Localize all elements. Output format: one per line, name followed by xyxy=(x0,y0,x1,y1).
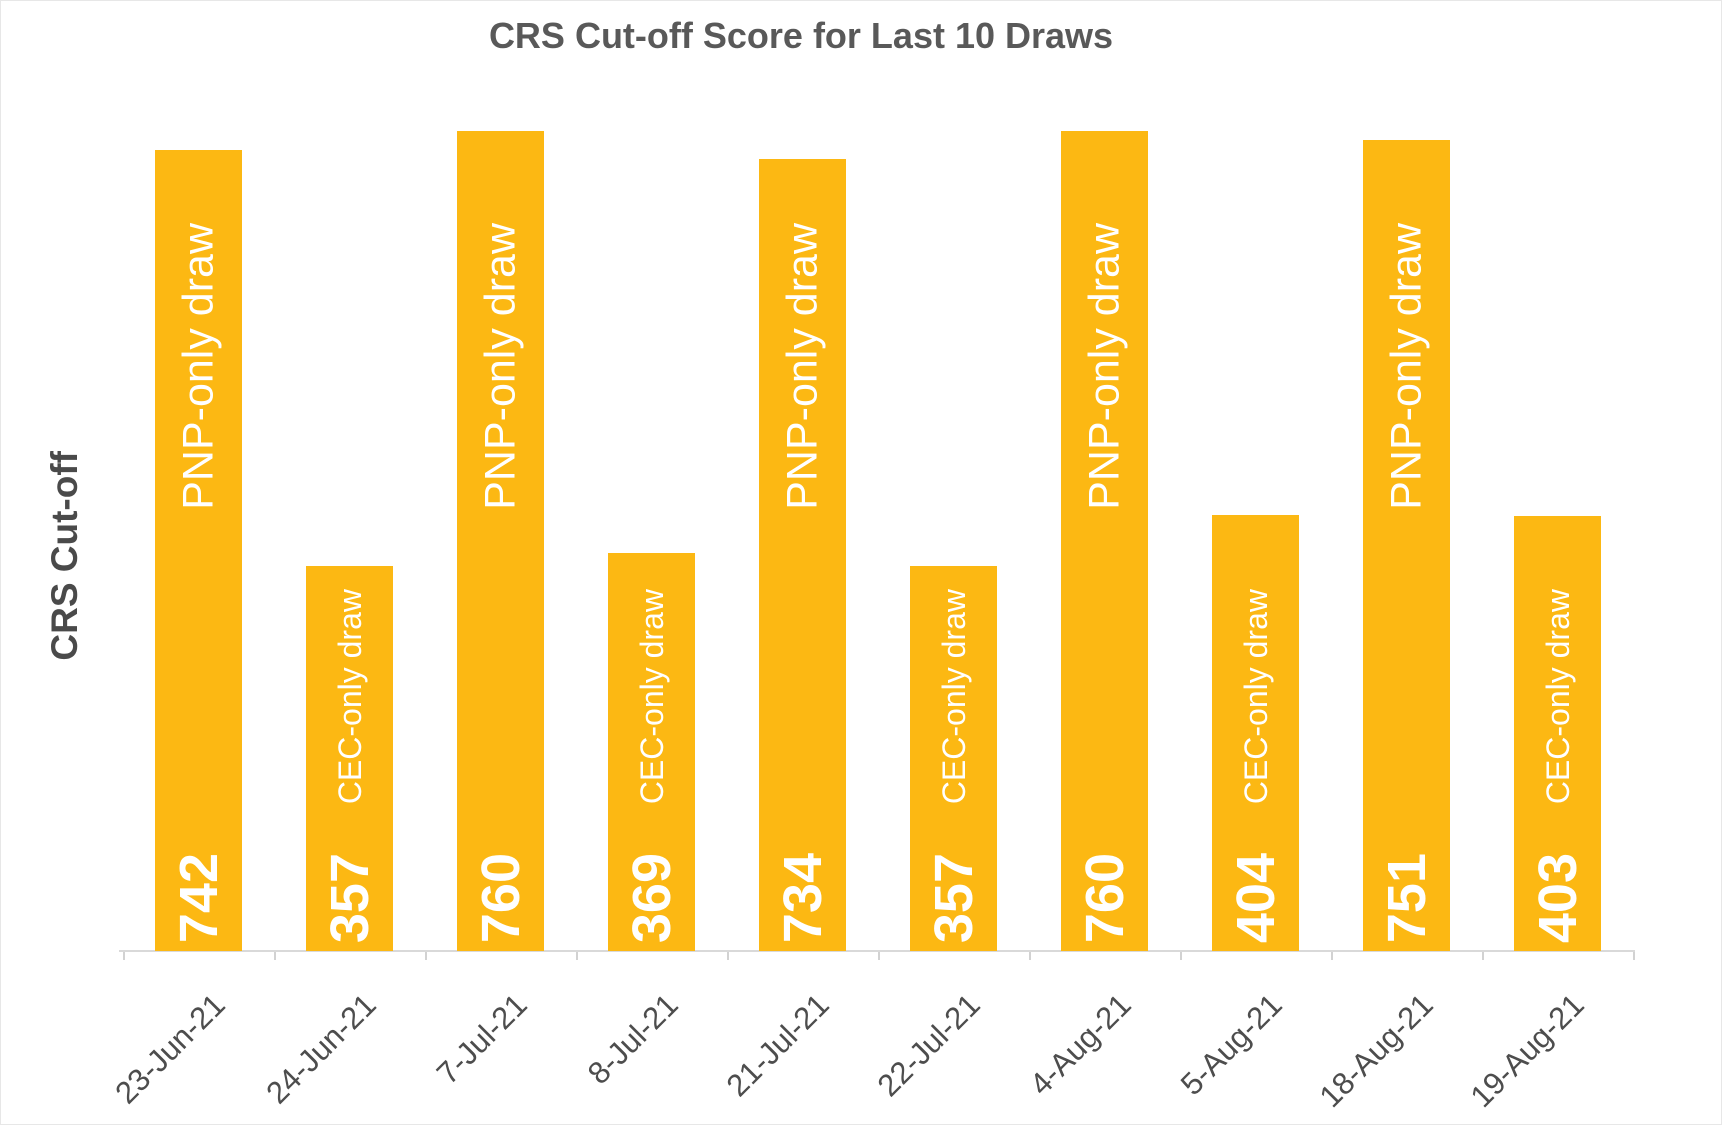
bar-value-label: 357 xyxy=(319,852,380,943)
axis-tick xyxy=(1029,952,1031,960)
bar-value-label: 760 xyxy=(470,852,531,943)
bar-type-label: PNP-only draw xyxy=(1080,223,1128,510)
axis-tick xyxy=(1633,952,1635,960)
axis-tick xyxy=(576,952,578,960)
bar-value-label: 357 xyxy=(923,852,984,943)
bar: 357 CEC-only draw xyxy=(306,566,393,951)
bar-type-label: CEC-only draw xyxy=(1237,589,1274,805)
bar: 751 PNP-only draw xyxy=(1363,140,1450,951)
bar-value-label: 404 xyxy=(1225,852,1286,943)
bar-value-label: 369 xyxy=(621,852,682,943)
bar: 734 PNP-only draw xyxy=(759,159,846,951)
bar: 369 CEC-only draw xyxy=(608,553,695,951)
bar-value-label: 742 xyxy=(168,852,229,943)
bar-value-label: 751 xyxy=(1376,852,1437,943)
axis-tick xyxy=(878,952,880,960)
bar-type-label: PNP-only draw xyxy=(1382,223,1430,510)
x-tick-label: 23-Jun-21 xyxy=(107,987,232,1111)
axis-tick xyxy=(727,952,729,960)
bar: 403 CEC-only draw xyxy=(1514,516,1601,951)
bar-type-label: CEC-only draw xyxy=(1539,589,1576,805)
axis-tick xyxy=(1180,952,1182,960)
bar-type-label: PNP-only draw xyxy=(174,223,222,510)
axis-tick xyxy=(274,952,276,960)
bar: 760 PNP-only draw xyxy=(1061,131,1148,951)
bar: 760 PNP-only draw xyxy=(457,131,544,951)
bar: 357 CEC-only draw xyxy=(910,566,997,951)
bar-value-label: 760 xyxy=(1074,852,1135,943)
bar-value-label: 734 xyxy=(772,852,833,943)
bar-value-label: 403 xyxy=(1527,852,1588,943)
axis-tick xyxy=(1482,952,1484,960)
bar-type-label: PNP-only draw xyxy=(476,223,524,510)
axis-tick xyxy=(425,952,427,960)
bar-type-label: CEC-only draw xyxy=(331,589,368,805)
axis-tick xyxy=(1331,952,1333,960)
bar: 742 PNP-only draw xyxy=(155,150,242,951)
bar-type-label: PNP-only draw xyxy=(778,223,826,510)
bar: 404 CEC-only draw xyxy=(1212,515,1299,951)
chart-title: CRS Cut-off Score for Last 10 Draws xyxy=(488,15,1114,56)
axis-tick xyxy=(123,952,125,960)
bar-type-label: CEC-only draw xyxy=(935,589,972,805)
x-axis-line xyxy=(119,950,1635,952)
bar-type-label: CEC-only draw xyxy=(633,589,670,805)
